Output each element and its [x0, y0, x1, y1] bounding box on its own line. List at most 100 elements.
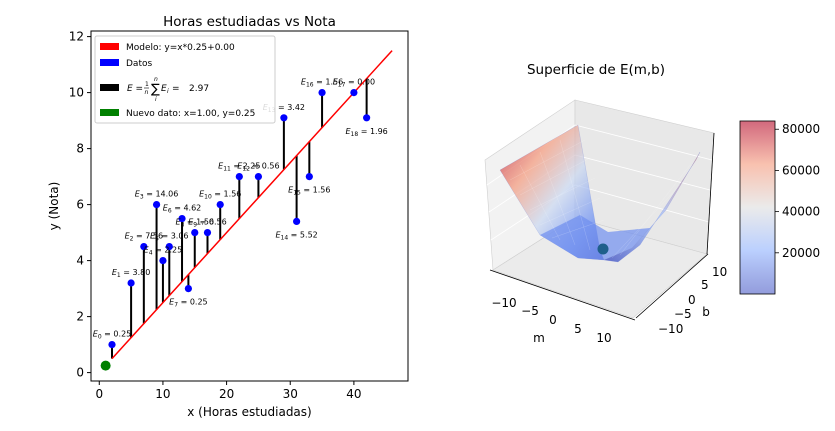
m-tick-label: −10	[491, 296, 516, 310]
svg-text:E: E	[161, 84, 167, 94]
data-point	[318, 89, 326, 97]
m-tick-label: 10	[596, 331, 611, 345]
x-axis-label: x (Horas estudiadas)	[187, 405, 311, 419]
m-axis-ticks: −10 −5 0 5 10	[491, 296, 611, 345]
b-tick-label: 10	[712, 265, 727, 279]
error-label: E6 = 4.62	[163, 204, 202, 215]
data-point	[216, 201, 224, 209]
chart-title: Horas estudiadas vs Nota	[163, 14, 336, 30]
surface-right-wing	[603, 151, 701, 263]
colorbar-tick-label: 60000	[782, 163, 820, 177]
data-point	[235, 173, 243, 181]
colorbar-tick-label: 40000	[782, 205, 820, 219]
legend: Modelo: y=x*0.25+0.00 Datos E = 1 n n ∑ …	[94, 35, 276, 124]
m-tick-label: 0	[549, 313, 557, 327]
error-label: E0 = 0.25	[93, 330, 132, 341]
data-point	[305, 173, 313, 181]
error-symbol: E =	[127, 84, 143, 94]
x-tick-label: 0	[95, 387, 103, 401]
data-point	[127, 279, 135, 287]
y-tick-label: 12	[69, 30, 84, 44]
x-tick-label: 20	[219, 387, 234, 401]
data-point	[140, 243, 148, 251]
error-label: E4 = 2.25	[144, 246, 183, 257]
data-point	[152, 201, 161, 209]
legend-model: Modelo: y=x*0.25+0.00	[126, 43, 235, 53]
svg-text:1: 1	[145, 81, 149, 88]
error-label: E5 = 3.06	[150, 232, 189, 243]
error-label: E14 = 5.52	[275, 230, 317, 241]
error-label: E7 = 0.25	[169, 298, 208, 309]
error-label: E18 = 1.96	[345, 127, 387, 138]
error-label: E17 = 0.00	[333, 78, 375, 89]
legend-new-point: Nuevo dato: x=1.00, y=0.25	[126, 109, 255, 119]
error-label: E2 = 7.56	[125, 232, 164, 243]
data-point	[178, 215, 186, 223]
error-label: E8 = 1.56	[176, 218, 215, 229]
svg-text:E =: E =	[127, 84, 143, 94]
legend-error-value: 2.97	[189, 84, 209, 94]
error-label: E15 = 1.56	[288, 186, 330, 197]
error-label: E9 = 0.56	[188, 218, 227, 229]
error-label: E3 = 14.06	[135, 190, 179, 201]
colorbar: 20000 40000 60000 80000	[739, 120, 820, 295]
data-point	[280, 114, 288, 122]
b-axis-label: b	[702, 305, 710, 319]
axis-ticks: 0 10 20 30 40 0 2 4 6 8 10 12	[69, 30, 362, 401]
legend-swatch-error	[100, 84, 119, 91]
svg-text:i: i	[155, 96, 157, 103]
svg-text:n: n	[145, 89, 149, 96]
error-label: E16 = 1.56	[301, 78, 343, 89]
colorbar-tick-label: 20000	[782, 246, 820, 260]
m-tick-label: 5	[574, 322, 582, 336]
data-point	[350, 89, 358, 97]
svg-text:∑: ∑	[151, 82, 160, 97]
data-point	[184, 285, 192, 293]
b-tick-label: −10	[658, 322, 683, 336]
x-tick-label: 10	[155, 387, 170, 401]
legend-box	[94, 35, 276, 124]
data-points	[100, 89, 371, 371]
y-axis-label: y (Nota)	[47, 182, 61, 231]
surface-mesh	[509, 139, 691, 259]
new-data-point	[100, 360, 111, 371]
y-tick-label: 2	[76, 310, 84, 324]
plot-frame	[90, 30, 409, 382]
b-tick-label: 5	[701, 278, 709, 292]
colorbar-tick-label: 80000	[782, 122, 820, 136]
error-label: E12 = 0.56	[237, 162, 279, 173]
colorbar-ticks: 20000 40000 60000 80000	[775, 122, 820, 260]
y-tick-label: 4	[76, 254, 84, 268]
y-tick-label: 10	[69, 86, 84, 100]
error-label: E11 = 2.25	[218, 162, 260, 173]
svg-text:i: i	[167, 88, 169, 95]
surface-min-marker	[597, 243, 609, 255]
error-label: E1 = 3.80	[112, 268, 151, 279]
model-line	[111, 50, 393, 360]
y-tick-label: 8	[76, 142, 84, 156]
model-line-path	[111, 50, 393, 360]
error-label: E10 = 1.56	[199, 190, 241, 201]
data-point	[254, 173, 263, 181]
x-tick-label: 30	[283, 387, 298, 401]
error-lines	[111, 78, 368, 359]
svg-text:=: =	[172, 84, 180, 94]
m-tick-label: −5	[521, 304, 539, 318]
data-point	[191, 229, 199, 237]
data-point	[108, 341, 116, 349]
error-labels: E0 = 0.25 E1 = 3.80 E2 = 7.56 E3 = 14.06 E4 …	[93, 78, 388, 341]
m-axis-label: m	[533, 331, 545, 345]
data-point	[165, 243, 173, 251]
data-point	[159, 257, 167, 265]
data-point	[363, 114, 371, 122]
colorbar-fill	[739, 120, 776, 295]
svg-text:n: n	[154, 76, 158, 83]
y-tick-label: 0	[76, 366, 84, 380]
legend-error: E = 1 n n ∑ i E i = 2.97	[127, 76, 209, 103]
data-point	[293, 217, 301, 225]
surface-title: Superficie de E(m,b)	[527, 62, 665, 78]
error-surface	[499, 124, 701, 263]
surface-bowl	[540, 215, 650, 260]
